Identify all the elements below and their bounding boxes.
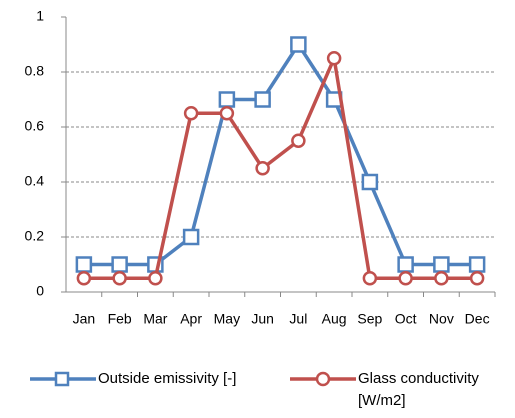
- marker: [361, 173, 379, 191]
- legend-label: Glass conductivity [W/m2]: [358, 370, 479, 409]
- marker: [219, 106, 235, 121]
- marker: [469, 271, 485, 286]
- legend-label: Outside emissivity [-]: [98, 370, 237, 387]
- x-tick-label: May: [214, 311, 240, 327]
- x-tick-label: Sep: [357, 311, 382, 327]
- chart: 0 0.2 0.4 0.6 0.8 1 Jan Feb Mar Apr May Jun Jul Aug Se…: [25, 8, 496, 327]
- marker: [468, 256, 486, 273]
- marker: [291, 133, 306, 148]
- y-tick-label: 0.6: [25, 118, 45, 134]
- series-line: [83, 52, 478, 280]
- marker: [254, 91, 271, 108]
- marker: [326, 51, 342, 66]
- marker: [255, 161, 270, 176]
- marker: [76, 271, 92, 286]
- x-tick-label: Apr: [180, 311, 202, 327]
- marker: [148, 271, 163, 286]
- y-tick-label: 0.2: [25, 228, 45, 244]
- marker: [398, 271, 413, 286]
- x-tick-label: Nov: [429, 311, 454, 327]
- legend-marker: [54, 371, 70, 387]
- marker: [75, 256, 93, 273]
- marker: [433, 256, 450, 273]
- marker: [434, 271, 449, 286]
- marker: [290, 36, 307, 53]
- x-tick-label: Jan: [73, 311, 96, 327]
- marker: [111, 256, 128, 273]
- x-tick-label: Jun: [251, 311, 274, 327]
- marker: [112, 271, 127, 286]
- x-tick-label: Dec: [465, 311, 490, 327]
- legend-marker: [315, 371, 331, 387]
- x-tick-label: Feb: [108, 311, 132, 327]
- legend-swatch: [290, 371, 356, 387]
- legend-swatch: [30, 371, 96, 387]
- marker: [397, 256, 414, 273]
- y-tick-label: 0.4: [25, 173, 45, 189]
- y-tick-label: 0: [36, 283, 44, 299]
- x-tick-label: Oct: [395, 311, 417, 327]
- marker: [362, 271, 378, 286]
- x-tick-label: Aug: [322, 311, 347, 327]
- x-tick-label: Mar: [143, 311, 167, 327]
- marker: [218, 91, 236, 108]
- marker: [182, 228, 200, 246]
- y-tick-label: 0.8: [25, 63, 45, 79]
- x-tick-label: Jul: [289, 311, 307, 327]
- y-tick-label: 1: [36, 8, 44, 24]
- marker: [183, 106, 199, 121]
